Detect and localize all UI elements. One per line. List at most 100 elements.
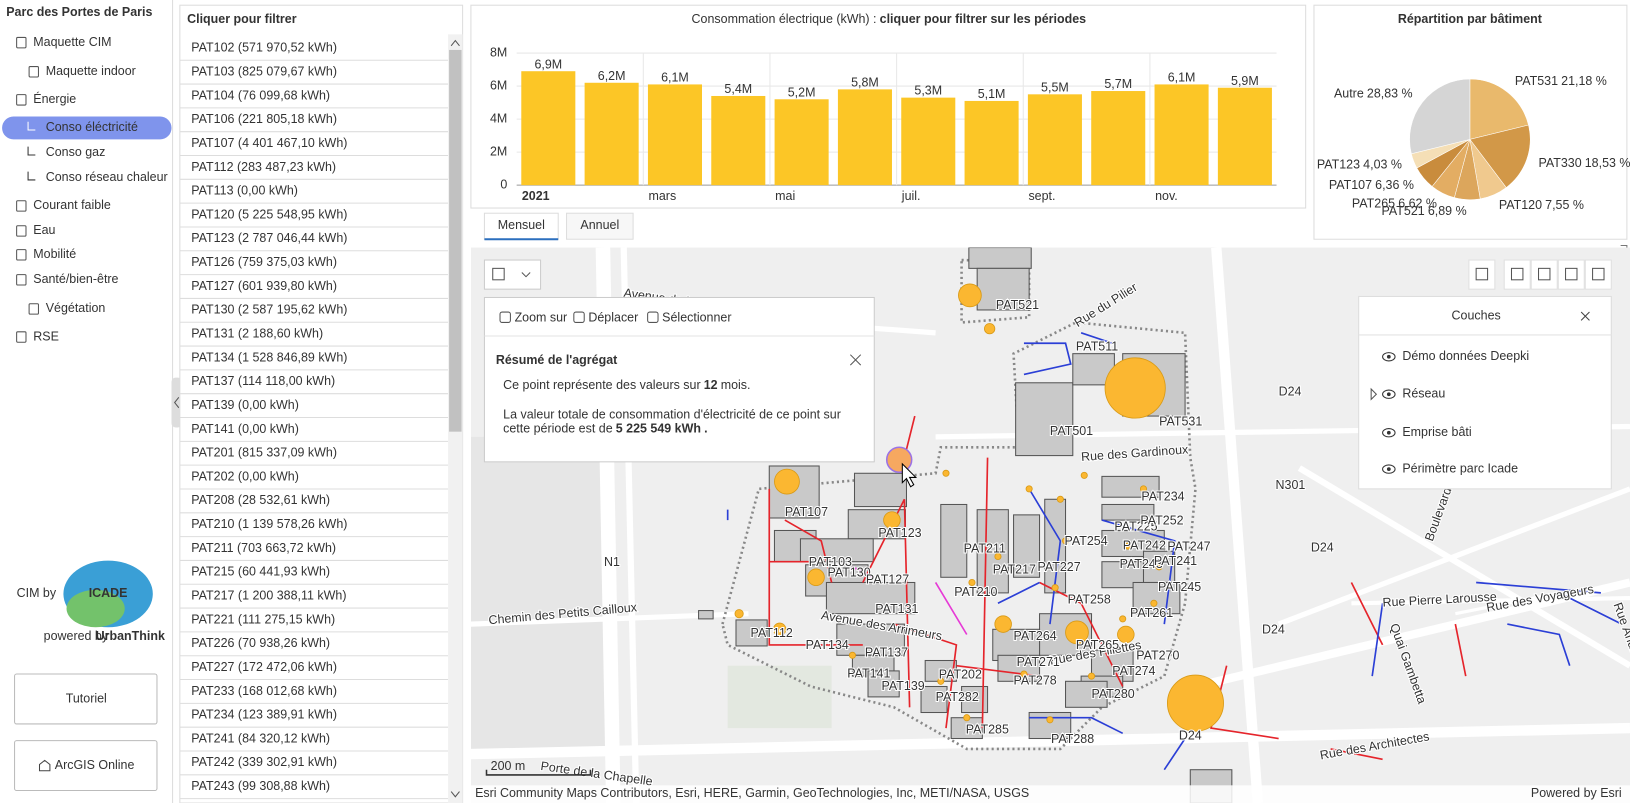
layer-item[interactable]: Périmètre parc Icade — [1402, 461, 1518, 475]
list-item[interactable]: PAT102 (571 970,52 kWh) — [191, 41, 337, 55]
aggregate-point[interactable] — [774, 468, 800, 495]
list-item[interactable]: PAT208 (28 532,61 kWh) — [191, 493, 330, 507]
button-label[interactable]: ArcGIS Online — [55, 758, 135, 772]
aggregate-point[interactable] — [1025, 485, 1033, 493]
list-item[interactable]: PAT201 (815 337,09 kWh) — [191, 446, 337, 460]
menu-item[interactable]: Courant faible — [33, 198, 111, 212]
aggregate-point[interactable] — [848, 651, 856, 659]
aggregate-point[interactable] — [994, 552, 1002, 561]
aggregate-point[interactable] — [1150, 599, 1158, 607]
popup-close[interactable] — [849, 354, 862, 366]
eye-icon[interactable] — [1382, 352, 1396, 362]
popup-tool[interactable]: Sélectionner — [662, 311, 731, 325]
list-item[interactable]: PAT126 (759 375,03 kWh) — [191, 255, 337, 269]
layer-item[interactable]: Démo données Deepki — [1402, 349, 1529, 363]
list-item[interactable]: PAT106 (221 805,18 kWh) — [191, 112, 337, 126]
list-item[interactable]: PAT233 (168 012,68 kWh) — [191, 684, 337, 698]
list-item[interactable]: PAT202 (0,00 kWh) — [191, 469, 299, 483]
aggregate-point[interactable] — [1119, 615, 1127, 623]
menu-item[interactable]: Végétation — [46, 301, 106, 315]
aggregate-point[interactable] — [958, 283, 982, 308]
layer-item[interactable]: Réseau — [1402, 387, 1445, 401]
list-item[interactable]: PAT221 (111 275,15 kWh) — [191, 612, 335, 626]
aggregate-point[interactable] — [1065, 620, 1089, 645]
eye-icon[interactable] — [1382, 428, 1396, 438]
list-item[interactable]: PAT130 (2 587 195,62 kWh) — [191, 303, 347, 317]
button-label[interactable]: Tutoriel — [66, 691, 107, 705]
pie-slice[interactable] — [1469, 124, 1531, 188]
list-item[interactable]: PAT103 (825 079,67 kWh) — [191, 64, 337, 78]
aggregate-point[interactable] — [1056, 495, 1064, 503]
aggregate-point[interactable] — [1087, 672, 1096, 680]
menu-item[interactable]: Eau — [33, 223, 55, 237]
aggregate-point[interactable] — [1046, 716, 1054, 724]
menu-item[interactable]: Santé/bien-être — [33, 272, 118, 286]
aggregate-point[interactable] — [807, 568, 825, 587]
list-item[interactable]: PAT217 (1 200 388,11 kWh) — [191, 589, 346, 603]
aggregate-point[interactable] — [984, 323, 996, 335]
bar[interactable] — [1027, 94, 1082, 186]
menu-item[interactable]: Conso éléctricité — [46, 120, 138, 134]
aggregate-point[interactable] — [1166, 674, 1224, 732]
list-item[interactable]: PAT141 (0,00 kWh) — [191, 422, 299, 436]
eye-icon[interactable] — [1382, 464, 1396, 474]
list-item[interactable]: PAT210 (1 139 578,26 kWh) — [191, 517, 347, 531]
bar[interactable] — [521, 71, 576, 186]
list-item[interactable]: PAT120 (5 225 548,95 kWh) — [191, 207, 347, 221]
map-tool[interactable] — [1503, 259, 1531, 290]
menu-item[interactable]: Maquette CIM — [33, 35, 111, 49]
list-item[interactable]: PAT242 (339 302,91 kWh) — [191, 755, 337, 769]
map-tool[interactable] — [1468, 259, 1496, 290]
menu-item[interactable]: Conso réseau chaleur — [46, 170, 168, 184]
aggregate-point[interactable] — [1124, 542, 1132, 550]
bar[interactable] — [837, 89, 892, 186]
list-item[interactable]: PAT211 (703 663,72 kWh) — [191, 541, 336, 555]
map-tool[interactable] — [1530, 259, 1558, 290]
button[interactable] — [14, 740, 158, 792]
menu-item[interactable]: Mobilité — [33, 247, 76, 261]
list-item[interactable]: PAT243 (99 308,88 kWh) — [191, 779, 330, 793]
bar[interactable] — [1154, 84, 1209, 186]
bar[interactable] — [964, 100, 1019, 186]
list-item[interactable]: PAT127 (601 939,80 kWh) — [191, 279, 337, 293]
list-item[interactable]: PAT137 (114 118,00 kWh) — [191, 374, 335, 388]
aggregate-point[interactable] — [1117, 625, 1135, 644]
scrollbar-thumb[interactable] — [449, 49, 462, 432]
bar[interactable] — [774, 99, 829, 186]
aggregate-point[interactable] — [968, 578, 976, 587]
menu-item[interactable]: RSE — [33, 329, 59, 343]
list-item[interactable]: PAT234 (123 389,91 kWh) — [191, 708, 337, 722]
list-item[interactable]: PAT139 (0,00 kWh) — [191, 398, 299, 412]
tab[interactable] — [483, 212, 559, 240]
aggregate-point[interactable] — [1155, 563, 1163, 571]
button[interactable] — [14, 673, 158, 725]
expand-triangle[interactable] — [1370, 387, 1378, 401]
tab-label[interactable]: Annuel — [580, 218, 619, 232]
bar[interactable] — [1217, 87, 1272, 186]
aggregate-point[interactable] — [937, 677, 945, 685]
map-widget[interactable] — [483, 259, 542, 290]
tab[interactable] — [566, 212, 634, 240]
list-item[interactable]: PAT131 (2 188,60 kWh) — [191, 326, 323, 340]
list-item[interactable]: PAT215 (60 441,93 kWh) — [191, 565, 330, 579]
list-item[interactable]: PAT227 (172 472,06 kWh) — [191, 660, 337, 674]
popup-tool[interactable]: Zoom sur — [515, 311, 568, 325]
aggregate-point[interactable] — [734, 609, 744, 619]
popup-tool[interactable]: Déplacer — [588, 311, 638, 325]
aggregate-point[interactable] — [1061, 537, 1070, 545]
list-item[interactable]: PAT123 (2 787 046,44 kWh) — [191, 231, 347, 245]
map-tool[interactable] — [1557, 259, 1585, 290]
aggregate-point[interactable] — [1080, 471, 1088, 479]
aggregate-point[interactable] — [1020, 670, 1028, 678]
layers-close[interactable] — [1580, 311, 1590, 321]
list-item[interactable]: PAT134 (1 528 846,89 kWh) — [191, 350, 347, 364]
list-item[interactable]: PAT113 (0,00 kWh) — [191, 184, 298, 198]
bar[interactable] — [647, 84, 702, 186]
map-tool[interactable] — [1584, 259, 1612, 290]
aggregate-point[interactable] — [963, 714, 971, 722]
list-item[interactable]: PAT226 (70 938,26 kWh) — [191, 636, 330, 650]
pie-slice[interactable] — [1409, 78, 1471, 155]
aggregate-point[interactable] — [994, 615, 1012, 633]
bar[interactable] — [711, 95, 766, 186]
menu-item[interactable]: Conso gaz — [46, 145, 106, 159]
